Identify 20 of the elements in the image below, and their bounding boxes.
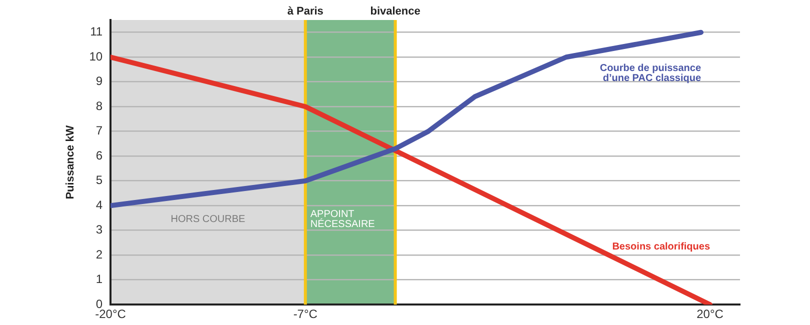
y-tick-label: 11 bbox=[90, 24, 103, 39]
series-label: Besoins calorifiques bbox=[612, 241, 710, 252]
y-tick-label: 1 bbox=[96, 272, 103, 286]
y-axis-title: Puissance kW bbox=[64, 124, 77, 200]
y-tick-label: 3 bbox=[96, 222, 103, 237]
band-label: APPOINT NÉCESSAIRE bbox=[310, 208, 376, 230]
y-tick-label: 10 bbox=[89, 49, 103, 64]
y-tick-label: 7 bbox=[96, 124, 103, 138]
y-tick-label: 4 bbox=[96, 198, 103, 212]
band-label: HORS COURBE bbox=[170, 214, 246, 225]
series-label: Courbe de puissance d’une PAC classique bbox=[600, 63, 702, 84]
ref-line-label: bivalence bbox=[370, 6, 420, 18]
ref-line-label: à Paris bbox=[287, 6, 324, 18]
y-tick-label: 9 bbox=[96, 74, 103, 88]
y-tick-label: 6 bbox=[96, 148, 103, 162]
y-tick-label: 5 bbox=[96, 173, 103, 188]
x-tick-label: 20°C bbox=[696, 307, 724, 322]
x-tick-label: -7°C bbox=[293, 307, 318, 322]
y-tick-label: 8 bbox=[96, 98, 103, 113]
y-tick-label: 2 bbox=[96, 247, 103, 262]
